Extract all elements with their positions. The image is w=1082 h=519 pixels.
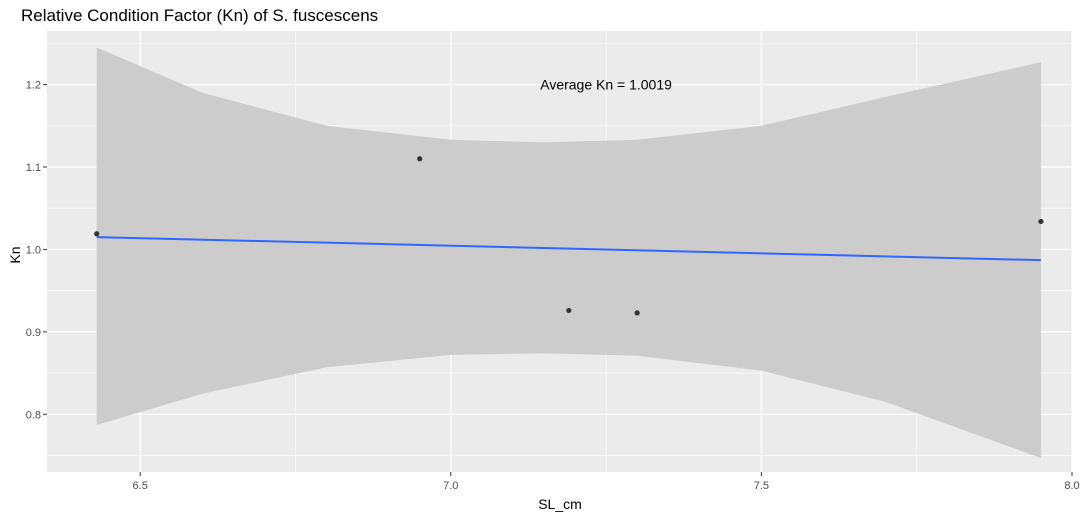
data-point [566, 307, 572, 314]
x-tick-label: 8.0 [1064, 480, 1079, 492]
average-kn-annotation: Average Kn = 1.0019 [540, 77, 672, 93]
data-points [94, 156, 1044, 316]
x-axis-ticks: 6.5 7.0 7.5 8.0 [133, 472, 1080, 492]
y-tick-label: 1.1 [26, 162, 41, 174]
y-tick-label: 0.8 [26, 409, 41, 421]
fit-line [96, 236, 1041, 262]
data-point [417, 156, 423, 162]
data-point [94, 231, 100, 237]
y-axis-title: Kn [7, 246, 23, 263]
x-tick-label: 7.5 [754, 480, 769, 492]
y-tick-label: 1.0 [26, 244, 41, 256]
x-axis-title: SL_cm [538, 496, 582, 512]
y-tick-label: 0.9 [26, 327, 41, 339]
confidence-band [96, 47, 1041, 458]
y-tick-label: 1.2 [26, 80, 41, 92]
y-axis-ticks: 0.8 0.9 1.0 1.1 1.2 [26, 80, 47, 421]
data-point [1038, 218, 1044, 225]
chart-title: Relative Condition Factor (Kn) of S. fus… [21, 6, 378, 25]
x-tick-label: 6.5 [133, 480, 148, 492]
data-point [634, 310, 640, 316]
x-tick-label: 7.0 [443, 480, 458, 492]
